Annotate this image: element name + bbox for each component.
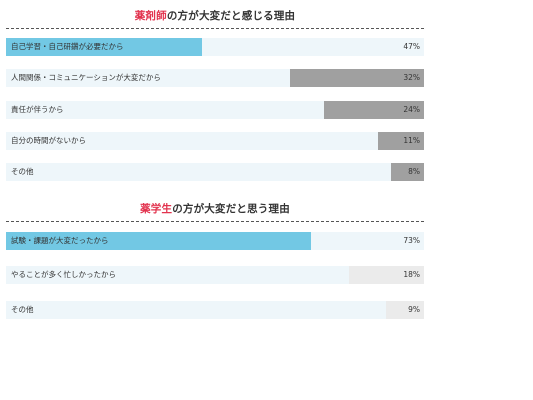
bar-value-label: 8% — [408, 167, 420, 176]
bar-value-label: 32% — [403, 73, 420, 82]
bar-row: 責任が伴うから 24% — [6, 101, 424, 119]
title-divider — [6, 28, 424, 29]
bar — [323, 101, 424, 119]
bar-row: やることが多く忙しかったから 18% — [6, 266, 424, 284]
bar-value-label: 24% — [403, 105, 420, 114]
bar-label: 試験・課題が大変だったから — [11, 236, 109, 245]
bar-value-label: 73% — [403, 236, 420, 245]
bar — [6, 232, 312, 250]
bar — [386, 301, 424, 319]
chart-title: 薬剤師の方が大変だと感じる理由 — [6, 8, 424, 23]
bar-label: やることが多く忙しかったから — [11, 270, 116, 279]
bar-row: 自己学習・自己研鑽が必要だから 47% — [6, 38, 424, 56]
title-divider — [6, 221, 424, 222]
bar — [6, 38, 203, 56]
bar-label: 自分の時間がないから — [11, 136, 86, 145]
bar — [390, 163, 424, 181]
bar-label: 責任が伴うから — [11, 105, 64, 114]
bar — [378, 132, 424, 150]
bar-row: その他 8% — [6, 163, 424, 181]
bar — [348, 266, 424, 284]
bar-row: 自分の時間がないから 11% — [6, 132, 424, 150]
bar-row: 人間関係・コミュニケーションが大変だから 32% — [6, 69, 424, 87]
bar-value-label: 47% — [403, 42, 420, 51]
bar-label: その他 — [11, 305, 34, 314]
bar-value-label: 18% — [403, 270, 420, 279]
bar-row: その他 9% — [6, 301, 424, 319]
bar — [290, 69, 424, 87]
title-rest: の方が大変だと思う理由 — [172, 203, 290, 215]
bar-value-label: 9% — [408, 305, 420, 314]
title-highlight: 薬学生 — [140, 203, 173, 215]
bar-row: 試験・課題が大変だったから 73% — [6, 232, 424, 250]
bar-value-label: 11% — [403, 136, 420, 145]
title-rest: の方が大変だと感じる理由 — [166, 10, 296, 22]
bar-label: その他 — [11, 167, 34, 176]
title-highlight: 薬剤師 — [134, 10, 167, 22]
chart-title: 薬学生の方が大変だと思う理由 — [6, 201, 424, 216]
bar-label: 自己学習・自己研鑽が必要だから — [11, 42, 124, 51]
bar-label: 人間関係・コミュニケーションが大変だから — [11, 73, 161, 82]
